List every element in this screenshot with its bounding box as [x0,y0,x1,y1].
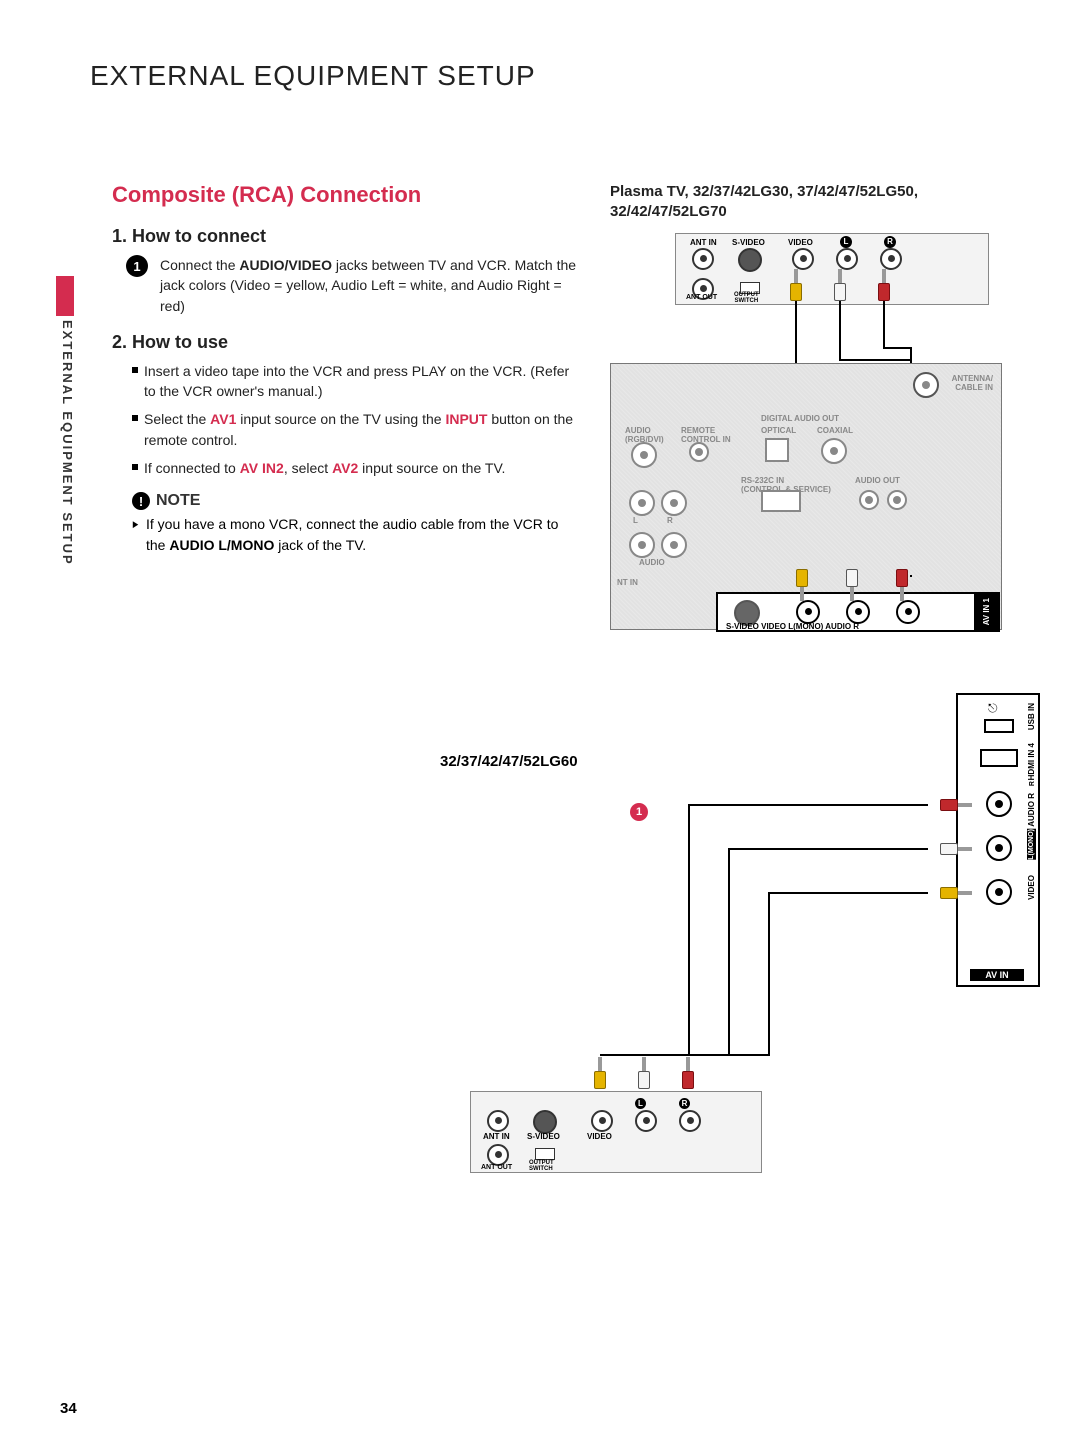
connection-diagram-2: 32/37/42/47/52LG60 1 ⎋ USB IN HDMI IN 4 … [440,693,1040,1173]
callout-marker-2: 1 [630,803,648,821]
how-to-connect-heading: 1. How to connect [112,226,580,247]
step-number-badge: 1 [126,255,148,277]
note-box: ! NOTE If you have a mono VCR, connect t… [132,492,580,555]
use-list: Insert a video tape into the VCR and pre… [132,361,580,478]
use-item: If connected to AV IN2, select AV2 input… [132,458,580,478]
vcr-panel: ANT IN S-VIDEO VIDEO L R ANT OUT OUTPUT … [675,233,989,305]
step-1-text: Connect the AUDIO/VIDEO jacks between TV… [160,255,580,316]
connection-diagram-1: ANT IN S-VIDEO VIDEO L R ANT OUT OUTPUT … [610,233,1000,633]
side-accent [56,276,74,316]
use-item: Insert a video tape into the VCR and pre… [132,361,580,402]
note-icon: ! [132,492,150,510]
page-title: EXTERNAL EQUIPMENT SETUP [90,60,1020,92]
page-number: 34 [60,1400,77,1417]
how-to-use-heading: 2. How to use [112,332,580,353]
model-label-1: Plasma TV, 32/37/42LG30, 37/42/47/52LG50… [610,182,1020,223]
note-label: NOTE [156,492,200,510]
use-item: Select the AV1 input source on the TV us… [132,409,580,450]
note-text: If you have a mono VCR, connect the audi… [132,514,580,555]
model-label-2: 32/37/42/47/52LG60 [440,753,578,770]
av-in-1-strip: AV IN 1 S-VIDEO VIDEO L(MONO) AUDIO R [716,592,1000,632]
note-heading: ! NOTE [132,492,580,510]
section-title: Composite (RCA) Connection [112,182,580,208]
tv-side-panel: ⎋ USB IN HDMI IN 4 R AUDIO R L(MONO) VID… [956,693,1040,987]
vcr-panel-2: ANT IN S-VIDEO VIDEO L R ANT OUT OUTPUT … [470,1091,762,1173]
side-tab: EXTERNAL EQUIPMENT SETUP [60,320,75,566]
step-1: 1 Connect the AUDIO/VIDEO jacks between … [126,255,580,316]
